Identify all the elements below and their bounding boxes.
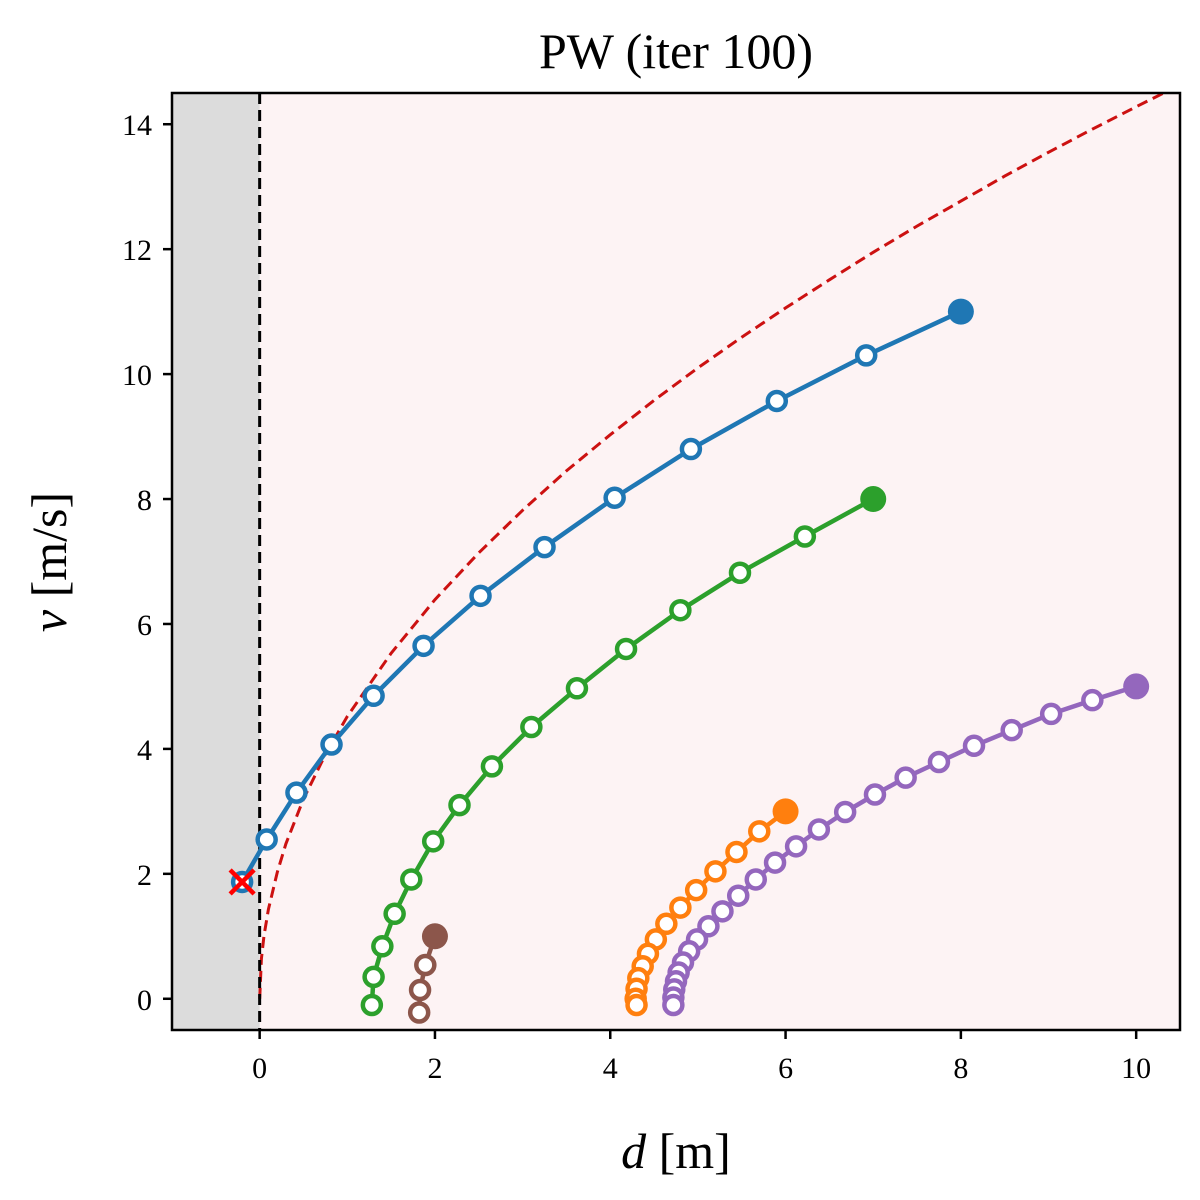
trajectory-point: [1081, 688, 1104, 712]
trajectory-point: [421, 830, 445, 853]
trajectory-point: [748, 820, 771, 843]
trajectory-start-point: [421, 923, 448, 950]
trajectory-point: [962, 734, 986, 758]
trajectory-point: [614, 637, 638, 661]
x-tick-label: 4: [603, 1052, 618, 1085]
trajectory-point: [469, 584, 492, 608]
trajectory-point: [793, 525, 817, 548]
trajectory-4: [662, 673, 1150, 1017]
trajectory-point: [863, 783, 887, 806]
axes: 0 2 4 6 8 10 0 2 4 6 8 10 12 14: [122, 91, 1182, 1085]
safe-region: [259, 93, 1180, 1030]
x-tick-label: 8: [953, 1052, 968, 1085]
trajectory-point: [833, 800, 857, 824]
y-tick-label: 6: [137, 609, 152, 642]
trajectory-point: [728, 561, 752, 584]
trajectory-point: [400, 868, 423, 891]
x-axis-symbol: d: [621, 1123, 647, 1179]
x-axis-unit: [m]: [646, 1123, 731, 1179]
x-tick-label: 0: [252, 1052, 267, 1085]
boundary-curve: [258, 93, 1168, 999]
y-tick-label: 0: [137, 984, 152, 1017]
y-tick-label: 10: [122, 359, 152, 392]
x-tick-label: 2: [427, 1052, 442, 1085]
x-tick-label: 10: [1121, 1052, 1151, 1085]
trajectory-point: [927, 750, 951, 774]
trajectory-point: [763, 851, 787, 874]
plot-content: [228, 93, 1168, 1030]
trajectory-point: [533, 535, 556, 559]
trajectory-point: [414, 953, 437, 977]
y-axis-unit: [m/s]: [21, 492, 77, 610]
trajectory-2: [360, 486, 887, 1017]
y-axis-label: v [m/s]: [21, 492, 77, 632]
trajectory-point: [894, 766, 917, 789]
trajectory-start-point: [772, 798, 799, 825]
trajectory-point: [408, 978, 432, 1002]
trajectory-point: [412, 634, 435, 658]
trajectory-point: [360, 993, 384, 1017]
x-axis-label: d [m]: [621, 1123, 731, 1179]
trajectory-point: [744, 868, 768, 891]
trajectory-point: [684, 878, 708, 902]
plot-area: [172, 93, 1180, 1030]
trajectory-point: [565, 677, 589, 700]
trajectory-point: [669, 598, 692, 622]
trajectory-point: [448, 793, 471, 817]
violation-marker: [228, 868, 256, 896]
trajectory-point: [255, 828, 278, 851]
trajectory-point: [662, 993, 685, 1017]
trajectory-point: [371, 935, 394, 958]
trajectory-point: [1000, 718, 1023, 742]
trajectory-point: [655, 912, 678, 936]
trajectory-point: [807, 818, 831, 841]
trajectory-start-point: [947, 298, 974, 325]
x-tick-label: 6: [778, 1052, 793, 1085]
trajectory-point: [784, 835, 808, 858]
y-axis-symbol: v: [21, 609, 77, 632]
trajectory-point: [320, 733, 343, 756]
trajectory-1: [228, 298, 974, 896]
trajectory-point: [407, 1001, 431, 1024]
y-tick-label: 8: [137, 484, 152, 517]
trajectory-point: [480, 755, 504, 778]
trajectory-5: [407, 923, 448, 1024]
trajectory-start-point: [860, 486, 887, 513]
trajectory-point: [765, 389, 789, 413]
y-tick-label: 2: [137, 859, 152, 892]
trajectory-point: [520, 715, 543, 739]
trajectory-point: [726, 884, 750, 907]
y-tick-label: 12: [122, 234, 152, 267]
trajectory-point: [669, 896, 692, 919]
trajectory-point: [625, 993, 648, 1017]
y-tick-label: 14: [122, 109, 152, 142]
axes-frame: [170, 91, 1182, 1032]
trajectory-point: [679, 437, 703, 461]
trajectory-start-point: [1123, 673, 1150, 700]
y-tick-label: 4: [137, 734, 152, 767]
trajectory-point: [1039, 702, 1063, 726]
trajectory-point: [854, 344, 878, 367]
trajectory-point: [711, 900, 734, 923]
trajectory-point: [383, 902, 406, 926]
trajectory-3: [624, 798, 799, 1017]
trajectory-point: [362, 965, 385, 989]
trajectory-point: [725, 840, 748, 864]
trajectory-point: [704, 860, 727, 883]
trajectory-point: [603, 486, 626, 510]
violation-stroke: [228, 868, 256, 896]
trajectory-point: [362, 684, 385, 708]
trajectory-point: [285, 781, 308, 804]
chart-title: PW (iter 100): [539, 23, 813, 79]
